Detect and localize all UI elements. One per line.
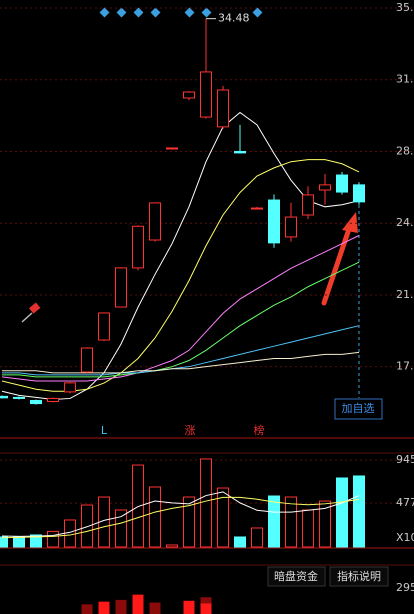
volume-bar	[132, 464, 144, 548]
tag: L	[101, 424, 108, 437]
indicator-bar	[98, 601, 110, 614]
volume-bar	[353, 475, 365, 548]
indicator-bar	[115, 599, 127, 614]
high-annotation: 34.48	[218, 12, 250, 25]
button-frame	[334, 398, 383, 420]
volume-bar	[336, 477, 348, 548]
y-tick-label: 295	[396, 581, 414, 594]
button-frame	[329, 566, 389, 587]
candle-body	[30, 399, 42, 405]
candle-body	[13, 396, 25, 399]
y-tick-label: 945	[396, 453, 414, 466]
indicator-bar	[149, 602, 161, 614]
volume-bar	[0, 536, 8, 548]
indicator-bar	[132, 594, 144, 614]
volume-bar	[115, 509, 127, 548]
y-tick-label: 31.50	[396, 73, 414, 86]
candle-body	[319, 184, 331, 191]
candle-body	[336, 174, 348, 193]
add-watchlist-button[interactable]: 加自选	[334, 398, 383, 420]
volume-bar	[200, 458, 212, 548]
volume-bar	[81, 504, 93, 548]
indicator-bar	[81, 604, 93, 614]
tag: 榜	[254, 423, 265, 437]
indicator-button[interactable]: 指标说明	[329, 566, 389, 587]
button-label[interactable]: 加自选	[342, 402, 375, 415]
button-label[interactable]: 指标说明	[337, 569, 381, 583]
candle-body	[285, 216, 297, 238]
volume-bar	[30, 534, 42, 548]
candle-body	[251, 207, 263, 210]
volume-bar	[302, 509, 314, 548]
candle-body	[115, 267, 127, 308]
volume-bar	[149, 486, 161, 548]
volume-bar	[47, 530, 59, 548]
y-tick-label: 28.00	[396, 144, 414, 157]
volume-bar	[183, 496, 195, 548]
ma-line	[2, 261, 360, 378]
tag: 涨	[185, 424, 196, 437]
button-frame	[267, 566, 326, 587]
marker	[201, 7, 212, 18]
y-tick-label: 17.50	[396, 360, 414, 373]
candle-body	[149, 202, 161, 241]
candle-body	[268, 199, 280, 244]
button-label[interactable]: 暗盘资金	[274, 569, 318, 583]
marker	[184, 7, 195, 18]
volume-bar	[285, 496, 297, 548]
volume-bar	[251, 527, 263, 548]
indicator-bar	[183, 600, 195, 614]
candle-body	[64, 382, 76, 393]
ma-line	[1, 159, 360, 392]
volume-bar	[166, 544, 178, 548]
candle-body	[98, 312, 110, 341]
volume-unit: X10	[396, 531, 414, 544]
ma-line	[1, 496, 360, 539]
ma-line	[2, 351, 360, 374]
candle-body	[81, 347, 93, 373]
arrow	[321, 212, 358, 306]
candle-body	[217, 89, 229, 128]
indicator-button[interactable]: 暗盘资金	[267, 566, 326, 587]
candle-body	[183, 91, 195, 99]
indicator-bar	[200, 603, 212, 614]
ma-line	[1, 111, 360, 400]
volume-bar	[234, 536, 246, 548]
y-tick-label: 24.50	[396, 216, 414, 229]
candle-body	[132, 225, 144, 269]
marker	[133, 7, 144, 18]
candle-body	[200, 71, 212, 118]
pin-icon	[21, 302, 41, 323]
volume-bar	[13, 536, 25, 548]
volume-bar	[319, 500, 331, 548]
y-tick-label: 35.00	[396, 1, 414, 14]
y-tick-label: 21.00	[396, 288, 414, 301]
candle-body	[0, 395, 8, 399]
y-tick-label: 477	[396, 496, 414, 509]
candle-body	[47, 397, 59, 403]
event-markers	[99, 7, 263, 18]
candle-body	[302, 194, 314, 216]
candle-body	[166, 147, 178, 150]
marker	[150, 7, 161, 18]
candle-body	[353, 184, 365, 203]
candle-body	[234, 150, 246, 154]
ma-line	[1, 491, 360, 537]
volume-bar	[268, 495, 280, 548]
ma-line	[2, 325, 360, 376]
volume-bar	[217, 487, 229, 548]
ma-line	[1, 235, 360, 382]
